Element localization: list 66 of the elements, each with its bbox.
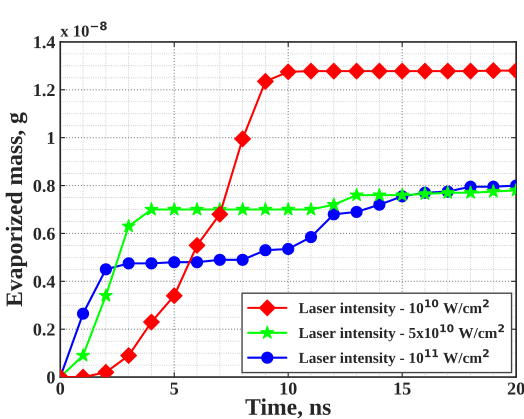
legend-label: Laser intensity - 10$^{11}$ W/cm$^{2}$ (298, 349, 489, 366)
y-tick-label: 0 (47, 371, 55, 384)
point (416, 62, 434, 80)
y-tick-label: 1 (48, 132, 54, 144)
point (282, 242, 294, 256)
y-tick-label: 0.2 (34, 323, 55, 336)
point (234, 130, 251, 148)
point (328, 208, 340, 220)
x-tick-label: 5 (170, 382, 178, 395)
point (235, 202, 250, 216)
point (325, 62, 342, 80)
point (167, 202, 182, 216)
point (280, 63, 297, 80)
y-tick-label: 0.4 (34, 276, 56, 288)
x-tick-label: 10 (280, 382, 297, 395)
x-tick-label: 20 (508, 382, 524, 395)
x-tick-label: 0 (56, 382, 64, 395)
point (144, 202, 159, 216)
point (168, 256, 180, 268)
point (372, 188, 386, 202)
point (439, 62, 456, 80)
point (190, 202, 204, 216)
x-axis-title: Time, ns (245, 398, 331, 418)
point (350, 206, 363, 218)
legend-label: Laser intensity - 10$^{10}$ W/cm$^{2}$ (298, 299, 489, 316)
y-tick-label: 1.2 (34, 84, 55, 96)
point (326, 197, 341, 211)
point (463, 185, 478, 199)
point (462, 62, 479, 80)
point (98, 288, 113, 302)
point (304, 230, 318, 244)
point (76, 348, 90, 362)
point (214, 254, 226, 266)
point (211, 206, 228, 223)
point (258, 202, 273, 216)
point (281, 202, 296, 216)
point (484, 62, 502, 80)
point (371, 62, 388, 80)
point (373, 198, 386, 211)
point (100, 263, 112, 276)
y-axis-title: Evaporized mass, g (6, 112, 28, 306)
point (122, 218, 136, 232)
point (348, 62, 365, 80)
point (395, 188, 410, 202)
point (120, 347, 138, 364)
point (236, 254, 249, 266)
point (259, 244, 272, 256)
point (190, 256, 204, 268)
point (394, 62, 411, 80)
point (302, 62, 320, 80)
point (76, 308, 90, 320)
point (304, 202, 318, 216)
point (257, 73, 274, 90)
point (122, 257, 135, 270)
point (166, 287, 183, 304)
legend-label: Laser intensity - 5x10$^{10}$ W/cm$^{2}$ (298, 324, 504, 342)
point (143, 314, 160, 330)
y-tick-label: 0.6 (34, 228, 55, 240)
y-tick-label: 1.4 (34, 36, 56, 48)
y-tick-label: 0.8 (34, 180, 55, 192)
x-tick-label: 15 (394, 382, 411, 395)
point (486, 184, 500, 198)
text: x 10$^{−8}$ (60, 22, 107, 37)
point (145, 257, 158, 270)
point (188, 237, 206, 254)
point (349, 188, 364, 202)
